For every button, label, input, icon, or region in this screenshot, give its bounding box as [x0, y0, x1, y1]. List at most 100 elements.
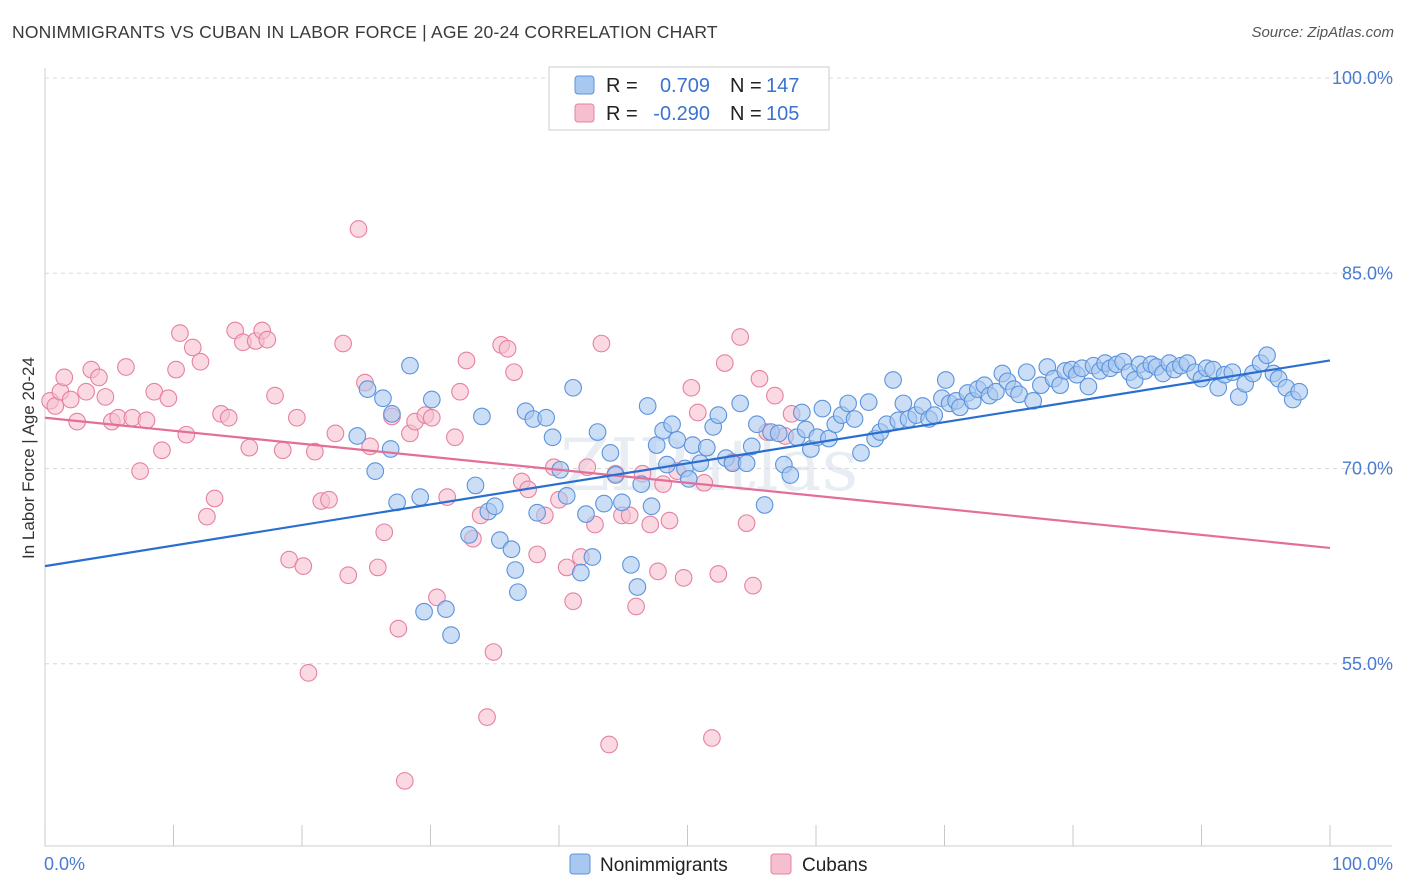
- legend-r-label: R =: [606, 103, 638, 125]
- nonimmigrants-point: [632, 475, 651, 493]
- nonimmigrants-point: [366, 462, 385, 480]
- cubans-point: [183, 338, 202, 357]
- nonimmigrants-point: [358, 380, 377, 398]
- nonimmigrants-point: [564, 378, 582, 397]
- cubans-point: [451, 382, 469, 401]
- chart-title: NONIMMIGRANTS VS CUBAN IN LABOR FORCE | …: [12, 22, 718, 42]
- y-tick-label: 55.0%: [1342, 654, 1393, 674]
- nonimmigrants-point: [1024, 391, 1043, 410]
- nonimmigrants-point: [485, 497, 504, 516]
- cubans-point: [627, 597, 645, 616]
- nonimmigrants-point: [852, 444, 870, 462]
- nonimmigrants-point: [506, 561, 525, 579]
- nonimmigrants-point: [502, 540, 521, 559]
- nonimmigrants-point: [528, 503, 547, 522]
- cubans-point: [731, 328, 750, 346]
- cubans-point: [55, 368, 74, 387]
- gridlines: [45, 77, 1392, 665]
- nonimmigrants-point: [588, 423, 607, 441]
- cubans-point: [682, 378, 701, 397]
- cubans-point: [299, 664, 318, 682]
- cubans-point: [484, 643, 503, 661]
- cubans-point: [61, 390, 80, 409]
- cubans-point: [191, 352, 210, 371]
- nonimmigrants-point: [537, 408, 556, 427]
- nonimmigrants-point: [1258, 346, 1276, 365]
- legend-swatch-pink: [574, 103, 595, 123]
- nonimmigrants-point: [884, 371, 902, 389]
- series-legend: Nonimmigrants Cubans: [569, 853, 868, 876]
- cubans-trend-line: [44, 416, 1331, 550]
- series-legend-swatch-cubans: [770, 853, 792, 875]
- cubans-point: [649, 562, 667, 581]
- cubans-point: [131, 462, 149, 480]
- nonimmigrants-point: [422, 390, 441, 409]
- cubans-point: [766, 386, 784, 405]
- cubans-point: [641, 515, 660, 534]
- cubans-point: [674, 569, 693, 587]
- cubans-point: [96, 388, 115, 406]
- nonimmigrants-point: [737, 454, 756, 473]
- nonimmigrants-point: [381, 440, 400, 458]
- nonimmigrants-point: [1290, 382, 1309, 401]
- nonimmigrants-point: [577, 505, 595, 523]
- nonimmigrants-point: [859, 393, 878, 411]
- nonimmigrants-point: [845, 410, 864, 428]
- cubans-point: [446, 428, 464, 447]
- chart-source: Source: ZipAtlas.com: [1251, 24, 1394, 41]
- cubans-point: [320, 490, 338, 509]
- cubans-point: [744, 576, 762, 595]
- cubans-point: [137, 411, 156, 430]
- x-tick-label-max: 100.0%: [1332, 854, 1393, 874]
- legend-r-label: R =: [606, 75, 638, 97]
- y-tick-label: 70.0%: [1342, 459, 1393, 479]
- nonimmigrants-point: [415, 602, 433, 621]
- nonimmigrants-points: [348, 346, 1309, 644]
- cubans-point: [750, 369, 769, 388]
- cubans-point: [288, 408, 306, 427]
- nonimmigrants-point: [793, 403, 811, 422]
- nonimmigrants-point: [839, 394, 857, 413]
- cubans-point: [266, 386, 284, 405]
- nonimmigrants-point: [401, 356, 419, 375]
- cubans-point: [528, 545, 547, 564]
- nonimmigrants-point: [813, 399, 832, 418]
- nonimmigrants-point: [411, 488, 430, 506]
- nonimmigrants-point: [894, 394, 913, 413]
- legend-n-label: N =: [730, 103, 762, 125]
- x-tick-label-min: 0.0%: [44, 854, 85, 874]
- cubans-point: [205, 489, 224, 508]
- cubans-point: [240, 438, 259, 457]
- legend-r-value: 0.709: [660, 75, 710, 97]
- cubans-point: [422, 408, 441, 427]
- cubans-point: [171, 324, 189, 342]
- nonimmigrants-point: [595, 494, 613, 513]
- x-tick-marks: [44, 825, 1331, 846]
- cubans-point: [294, 557, 313, 575]
- nonimmigrants-point: [781, 466, 800, 484]
- nonimmigrants-point: [668, 431, 687, 449]
- nonimmigrants-point: [601, 444, 620, 462]
- nonimmigrants-point: [709, 406, 728, 424]
- cubans-point: [167, 360, 185, 379]
- cubans-point: [153, 441, 171, 460]
- nonimmigrants-point: [1017, 363, 1036, 382]
- cubans-point: [159, 389, 178, 408]
- nonimmigrants-point: [383, 404, 401, 423]
- cubans-point: [688, 403, 707, 422]
- legend-n-value: 147: [766, 75, 799, 97]
- nonimmigrants-point: [557, 486, 576, 505]
- cubans-point: [505, 363, 523, 382]
- series-legend-label-nonimmigrants: Nonimmigrants: [600, 855, 728, 876]
- nonimmigrants-point: [571, 563, 590, 582]
- cubans-point: [117, 358, 135, 376]
- nonimmigrants-point: [509, 583, 527, 602]
- cubans-point: [564, 592, 582, 611]
- cubans-point: [389, 619, 408, 638]
- nonimmigrants-point: [663, 415, 681, 434]
- cubans-point: [737, 514, 756, 533]
- cubans-point: [592, 334, 611, 353]
- nonimmigrants-point: [473, 407, 491, 426]
- legend-n-value: 105: [766, 103, 799, 125]
